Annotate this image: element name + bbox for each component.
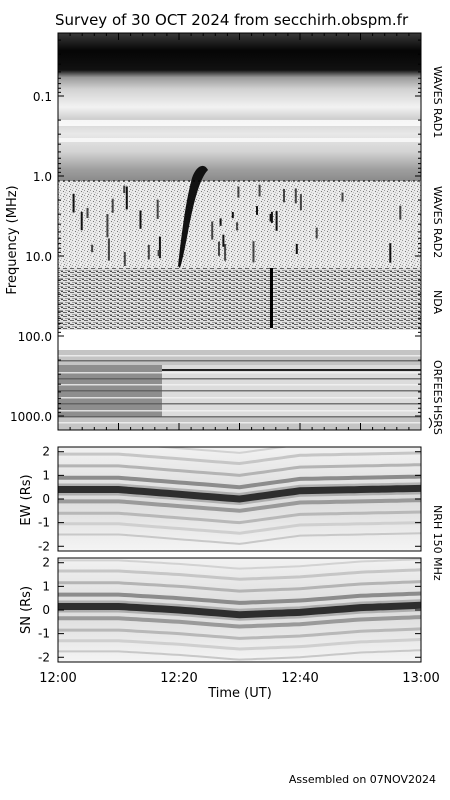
ew-axis-label: EW (Rs) [19,474,34,525]
y-tick-label: 0.1 [33,90,52,104]
y-tick-label: 1000.0 [10,410,52,424]
y-tick-label: 1 [42,579,50,593]
instrument-label-nda: NDA [431,290,444,315]
nrh-label: NRH 150 MHz [431,505,444,581]
spectrogram-panel: 0.1 1.0 10.0 100.0 1000.0 Frequency (MHz… [5,32,444,662]
y-tick-label: 0 [42,603,50,617]
y-tick-label: 1.0 [33,170,52,184]
nda-band [58,268,421,330]
page-title: Survey of 30 OCT 2024 from secchirh.obsp… [55,11,409,29]
nrh-sn-panel: 2 1 0 -1 -2 SN (Rs) [19,556,422,664]
y-tick-label: -2 [38,650,50,664]
instrument-label-rad2: WAVES RAD2 [431,186,444,258]
type-iii-burst [178,165,208,268]
y-tick-label: -1 [38,627,50,641]
source-track [58,601,421,619]
rad2-band [58,181,421,268]
y-tick-label: -2 [38,539,50,553]
orfees-hsrs-band [58,350,421,430]
x-tick-labels: 12:00 12:20 12:40 13:00 [39,671,439,686]
x-tick-label: 13:00 [402,671,439,686]
x-tick-label: 12:20 [160,671,197,686]
y-tick-label: -1 [38,516,50,530]
rad1-band [58,33,421,181]
y-tick-label: 2 [42,445,50,459]
x-tick-label: 12:00 [39,671,76,686]
y-tick-label: 0 [42,492,50,506]
y-tick-label: 10.0 [25,250,52,264]
footer-assembled: Assembled on 07NOV2024 [289,773,436,786]
nda-spike [270,268,273,328]
x-axis-label: Time (UT) [207,686,272,701]
y-tick-label: 100.0 [18,330,52,344]
source-track [58,484,421,503]
instrument-label-hsrs: HSRS [431,405,444,435]
sn-axis-label: SN (Rs) [19,586,34,634]
x-tick-label: 12:40 [281,671,318,686]
y-tick-label: 1 [42,468,50,482]
y-tick-label: 2 [42,556,50,570]
y-axis-label: Frequency (MHz) [5,185,20,294]
instrument-label-orfees: ORFEES [431,360,444,404]
nrh-ew-panel: 2 1 0 -1 -2 EW (Rs) [19,445,422,553]
instrument-label-rad1: WAVES RAD1 [431,66,444,138]
